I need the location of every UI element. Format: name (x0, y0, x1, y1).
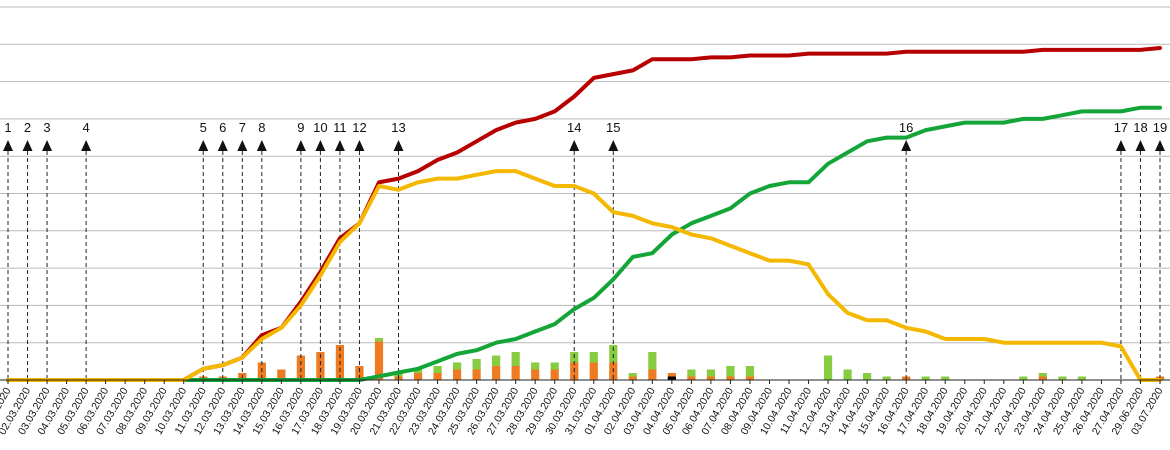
cumulative-lines (6, 46, 1162, 382)
bar-daily-recovered (843, 369, 852, 380)
marker-arrow (901, 140, 912, 151)
marker-label: 10 (313, 120, 327, 135)
bar-daily-new (511, 366, 520, 380)
bar-daily-recovered (589, 352, 598, 363)
marker-arrow (295, 140, 306, 151)
marker-label: 17 (1114, 120, 1128, 135)
bar-daily-recovered (823, 355, 833, 380)
bar-daily-recovered (1077, 376, 1086, 380)
marker-label: 7 (239, 120, 246, 135)
bar-daily-new (667, 373, 676, 377)
bar-daily-recovered (921, 376, 930, 380)
bar-daily-recovered (726, 366, 735, 377)
marker-arrow (22, 140, 33, 151)
bar-daily-recovered (452, 362, 462, 370)
bar-daily-recovered (492, 355, 501, 366)
marker-arrow (237, 140, 248, 151)
marker-label: 4 (82, 120, 89, 135)
marker-label: 2 (24, 120, 31, 135)
marker-arrow (393, 140, 404, 151)
bar-daily-new (433, 373, 442, 380)
bar-daily-new (355, 366, 364, 380)
marker-label: 18 (1133, 120, 1147, 135)
marker-label: 11 (333, 120, 347, 135)
marker-label: 3 (43, 120, 50, 135)
bar-daily-new (550, 369, 559, 380)
bar-daily-new (413, 373, 423, 380)
bar-daily-new (492, 366, 501, 380)
marker-label: 16 (899, 120, 913, 135)
bar-daily-new (452, 369, 462, 380)
marker-label: 12 (352, 120, 366, 135)
marker-label: 6 (219, 120, 226, 135)
bar-daily-recovered (648, 352, 657, 370)
bar-daily-recovered (1019, 376, 1028, 380)
bar-daily-new (745, 376, 755, 380)
bar-daily-new (589, 362, 598, 380)
bar-daily-new (277, 369, 286, 380)
bar-daily-recovered (609, 345, 618, 363)
bar-daily-recovered (472, 359, 481, 370)
series-line-active (6, 169, 1162, 382)
bar-daily-new (316, 352, 325, 380)
bar-daily-recovered (745, 366, 755, 377)
marker-arrow (198, 140, 209, 151)
marker-label: 5 (200, 120, 207, 135)
bar-daily-recovered (882, 376, 891, 380)
marker-label: 1 (4, 120, 11, 135)
grid-lines (0, 6, 1170, 344)
marker-arrow (1135, 140, 1146, 151)
bar-daily-new (687, 376, 696, 380)
bar-daily-recovered (628, 373, 637, 377)
bar-daily-new (531, 369, 540, 380)
marker-arrow (1155, 140, 1165, 151)
bar-daily-recovered (394, 373, 403, 377)
marker-label: 14 (567, 120, 581, 135)
bar-daily-deaths (667, 376, 676, 380)
marker-arrow (1115, 140, 1126, 151)
bar-daily-new (706, 376, 716, 380)
series-line-total-cases (6, 46, 1162, 382)
bar-daily-recovered (706, 369, 716, 377)
marker-arrow (569, 140, 580, 151)
bar-daily-recovered (550, 362, 559, 370)
bar-daily-new (472, 369, 481, 380)
x-axis: 01.03.202002.03.202003.03.202004.03.2020… (0, 379, 1170, 437)
bar-daily-new (374, 341, 384, 380)
marker-arrow (256, 140, 267, 151)
bar-daily-recovered (687, 369, 696, 377)
bar-daily-recovered (531, 362, 540, 370)
bar-daily-new (296, 355, 305, 380)
marker-arrow (81, 140, 92, 151)
marker-arrow (217, 140, 228, 151)
event-markers: 1 2 3 4 5 6 7 8 9 10 11 12 13 14 15 16 17 18 19 (3, 120, 1167, 380)
bar-daily-new (726, 376, 735, 380)
marker-arrow (42, 140, 53, 151)
bar-daily-recovered (413, 369, 423, 373)
bar-daily-new (1038, 376, 1047, 380)
bar-daily-recovered (863, 373, 872, 380)
marker-arrow (354, 140, 365, 151)
marker-arrow (334, 140, 345, 151)
bar-daily-recovered (511, 352, 520, 366)
bar-daily-recovered (1058, 376, 1067, 380)
marker-label: 9 (297, 120, 304, 135)
bar-daily-new (648, 369, 657, 380)
marker-label: 19 (1153, 120, 1167, 135)
bar-daily-recovered (1038, 373, 1047, 377)
bar-daily-recovered (941, 376, 950, 380)
marker-arrow (608, 140, 619, 151)
marker-label: 8 (258, 120, 265, 135)
marker-arrow (315, 140, 326, 151)
marker-arrow (3, 140, 13, 151)
bar-daily-new (628, 376, 637, 380)
marker-label: 15 (606, 120, 620, 135)
bar-daily-recovered (433, 366, 442, 373)
marker-label: 13 (391, 120, 405, 135)
bar-daily-recovered (374, 338, 384, 342)
